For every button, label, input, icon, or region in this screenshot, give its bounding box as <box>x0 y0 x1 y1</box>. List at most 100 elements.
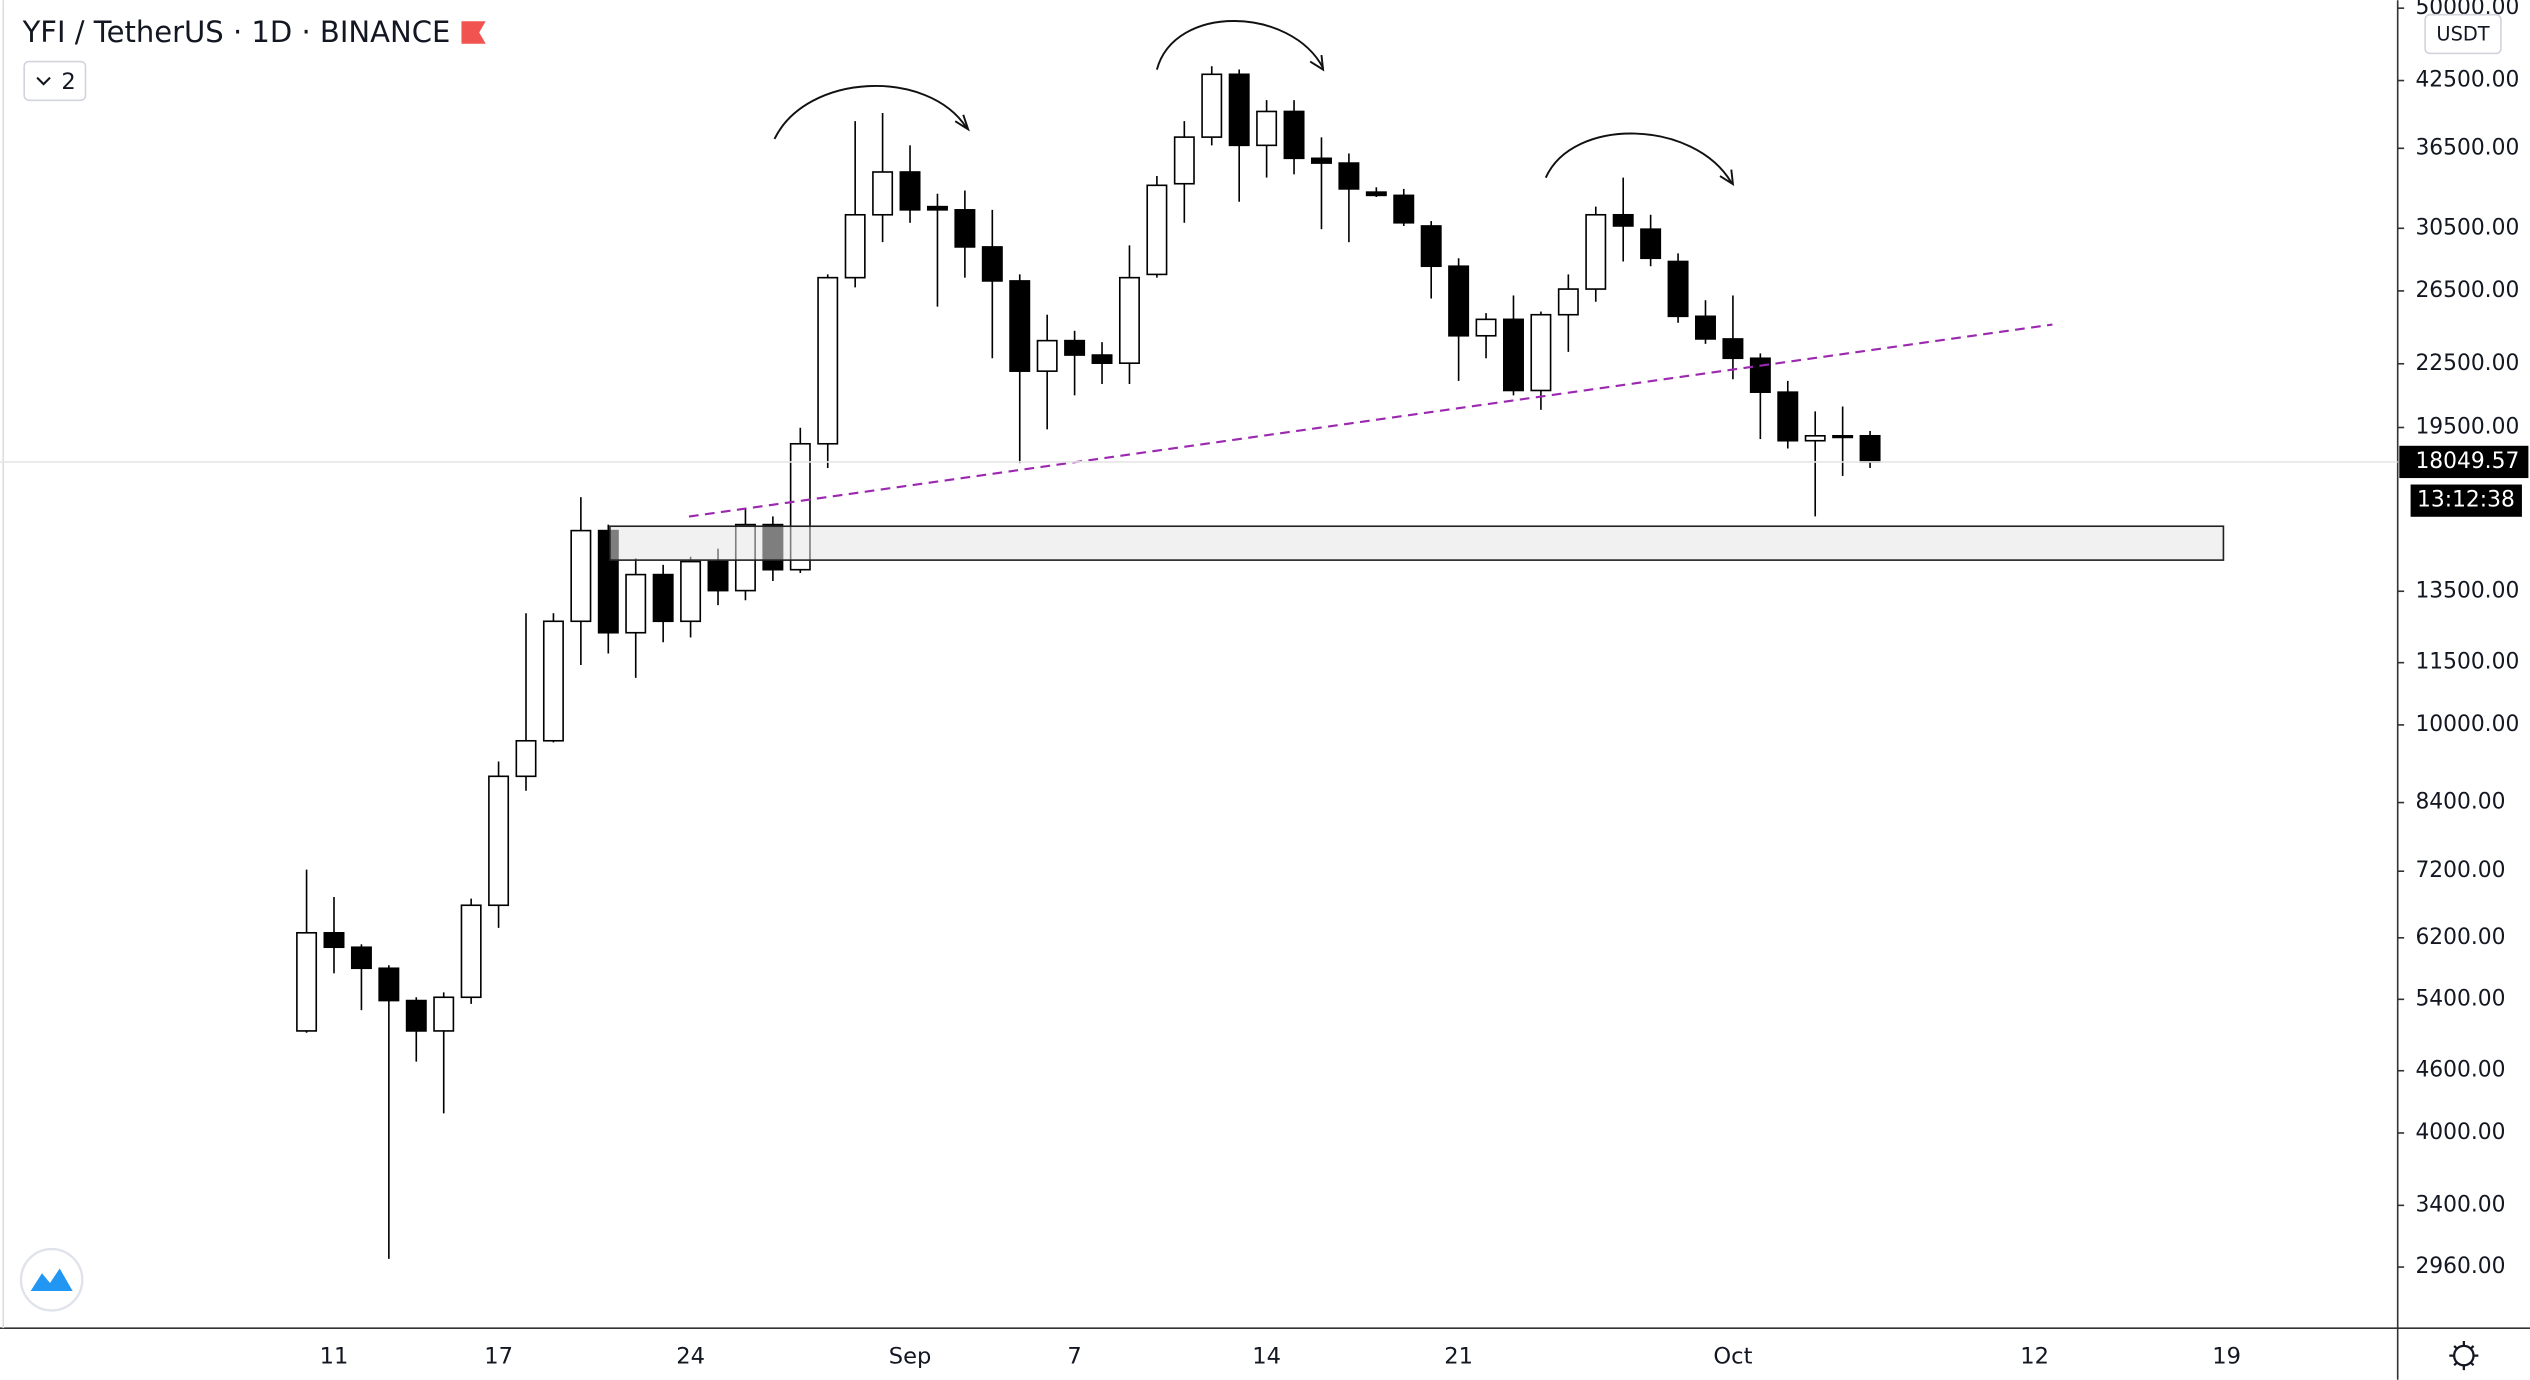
candle-body <box>1256 110 1278 147</box>
x-tick-label: Oct <box>1713 1344 1752 1370</box>
countdown-label: 13:12:38 <box>2417 488 2515 513</box>
candle-body <box>1832 434 1854 439</box>
candle-body <box>1118 276 1140 364</box>
candle-body <box>817 276 839 445</box>
candle-body <box>1475 318 1497 337</box>
y-tick-label: 5400.00 <box>2415 986 2505 1011</box>
candle-body <box>625 573 647 634</box>
countdown-box <box>2410 484 2522 517</box>
annotation-arcs <box>773 20 1735 187</box>
candle-body <box>323 931 345 949</box>
currency-label[interactable]: USDT <box>2436 22 2489 45</box>
candle-body <box>1393 194 1415 224</box>
y-tick-label: 7200.00 <box>2415 858 2505 883</box>
logo-circle[interactable] <box>19 1247 84 1312</box>
x-tick-label: 19 <box>2212 1344 2241 1370</box>
logo-mark[interactable] <box>30 1268 73 1292</box>
flag-icon[interactable] <box>461 21 486 44</box>
y-tick-label: 6200.00 <box>2415 925 2505 950</box>
candle-body <box>1201 73 1223 138</box>
candle-body <box>1228 73 1250 147</box>
candle-body <box>1695 315 1716 340</box>
chart-title: YFI / TetherUS · 1D · BINANCE <box>22 15 451 49</box>
candle-body <box>1530 313 1552 392</box>
candle-body <box>1667 260 1689 318</box>
candle-body <box>1749 357 1771 393</box>
candle-body <box>652 573 674 623</box>
candle-body <box>405 999 427 1032</box>
arrowhead <box>1719 169 1735 187</box>
x-tick-label: 14 <box>1252 1344 1281 1370</box>
candle-body <box>926 205 948 211</box>
candle-body <box>570 529 592 623</box>
chevron[interactable] <box>36 76 51 86</box>
arc <box>1155 20 1324 70</box>
candle-body <box>1420 225 1442 268</box>
candle-body <box>1146 184 1168 276</box>
candle-body <box>954 209 976 248</box>
time-axis: 11 17 24 Sep 7 14 21 Oct 12 19 <box>320 1344 2241 1370</box>
candle-body <box>1859 434 1881 463</box>
candle-body <box>1283 110 1305 160</box>
candle-body <box>488 775 510 907</box>
candle-body <box>350 946 372 970</box>
last-price-label: 18049.57 <box>2415 449 2519 474</box>
arrowhead <box>954 114 970 132</box>
last-price-box <box>2399 445 2529 479</box>
gear-teeth[interactable] <box>2449 1341 2479 1371</box>
candle-body <box>1557 288 1579 316</box>
y-tick-label: 30500.00 <box>2415 215 2519 240</box>
candle-body <box>515 739 537 778</box>
y-tick-label: 11500.00 <box>2415 650 2519 675</box>
trend-line <box>688 323 2053 518</box>
candle-body <box>1009 280 1031 372</box>
indicator-toggle[interactable]: 2 <box>23 60 87 102</box>
y-tick-label: 10000.00 <box>2415 712 2519 737</box>
x-tick-label: 24 <box>676 1344 705 1370</box>
candle-body <box>1502 318 1524 392</box>
y-tick-label: 8400.00 <box>2415 790 2505 815</box>
indicator-count[interactable]: 2 <box>61 69 75 95</box>
candle-body <box>378 967 400 1002</box>
y-tick-label: 26500.00 <box>2415 278 2519 303</box>
arc <box>1544 132 1733 184</box>
currency-button[interactable] <box>2424 13 2502 55</box>
candle-body <box>460 904 482 999</box>
candle-body <box>844 213 866 279</box>
y-tick-label: 4600.00 <box>2415 1058 2505 1083</box>
candle-body <box>981 246 1003 282</box>
candle-body <box>1365 191 1387 197</box>
y-tick-label: 19500.00 <box>2415 415 2519 440</box>
candles <box>296 66 1881 1259</box>
y-tick-label: 22500.00 <box>2415 351 2519 376</box>
candle-body <box>680 560 702 623</box>
x-tick-label: 21 <box>1444 1344 1473 1370</box>
candle-body <box>1640 228 1662 260</box>
candle-body <box>1612 213 1634 227</box>
candle-body <box>296 931 318 1032</box>
candle-body <box>1804 434 1826 442</box>
x-tick-label: 12 <box>2020 1344 2049 1370</box>
candle-body <box>707 560 729 592</box>
arrowhead <box>1309 54 1325 72</box>
x-tick-label: 11 <box>320 1344 349 1370</box>
candle-body <box>1064 339 1086 356</box>
candle-body <box>899 171 921 211</box>
candle-body <box>1310 157 1332 164</box>
x-tick-label: Sep <box>889 1344 932 1370</box>
settings-icon[interactable] <box>2449 1341 2479 1371</box>
candle-body <box>1448 265 1470 337</box>
price-axis: 50000.0042500.0036500.0030500.0026500.00… <box>0 0 2529 1279</box>
candle-body <box>872 171 894 216</box>
logo[interactable] <box>19 1247 84 1312</box>
y-tick-label: 42500.00 <box>2415 68 2519 93</box>
arc <box>773 84 968 140</box>
toggle-box[interactable] <box>23 60 87 102</box>
candle-body <box>1338 162 1360 190</box>
y-tick-label: 2960.00 <box>2415 1254 2505 1279</box>
candle-body <box>1585 213 1607 290</box>
x-tick-label: 7 <box>1067 1344 1081 1370</box>
